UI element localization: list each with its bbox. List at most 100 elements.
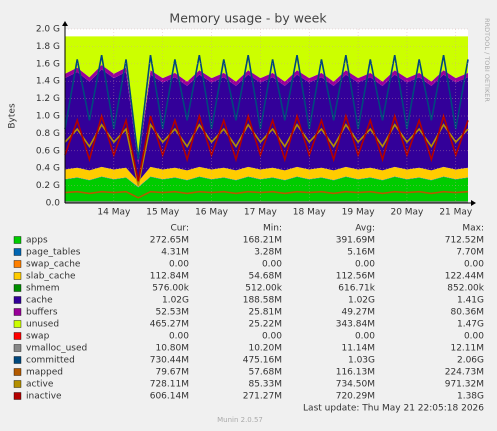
legend-value: 52.53M — [155, 308, 189, 318]
legend-value: 852.00k — [447, 284, 484, 294]
y-tick-label: 2.0 G — [36, 25, 60, 35]
legend-value: 0.00 — [262, 260, 282, 270]
legend-value: 188.58M — [243, 296, 282, 306]
legend-label: page_tables — [26, 248, 81, 258]
legend-value: 79.67M — [155, 368, 189, 378]
legend-swatch — [13, 308, 22, 316]
legend-value: 391.69M — [336, 236, 375, 246]
area — [65, 69, 468, 182]
legend-label: slab_cache — [26, 272, 76, 282]
x-tick-label: 18 May — [293, 208, 327, 218]
legend-value: 0.00 — [464, 260, 484, 270]
legend-value: 272.65M — [150, 236, 189, 246]
legend-value: 616.71k — [338, 284, 375, 294]
legend-label: inactive — [26, 392, 62, 402]
legend-value: 712.52M — [445, 236, 484, 246]
x-tick-label: 20 May — [390, 208, 424, 218]
legend-swatch — [13, 284, 22, 292]
legend-value: 271.27M — [243, 392, 282, 402]
legend-value: 720.29M — [336, 392, 375, 402]
legend-label: vmalloc_used — [26, 344, 87, 354]
legend-label: mapped — [26, 368, 63, 378]
legend-value: 734.50M — [336, 380, 375, 390]
legend-label: buffers — [26, 308, 58, 318]
legend-value: 80.36M — [450, 308, 484, 318]
legend-value: 1.03G — [348, 356, 375, 366]
footer: Munin 2.0.57 — [217, 416, 263, 424]
legend-value: 1.41G — [457, 296, 484, 306]
chart-title: Memory usage - by week — [169, 11, 327, 26]
legend-value: 168.21M — [243, 236, 282, 246]
line — [64, 190, 469, 199]
legend-swatch — [13, 248, 22, 256]
legend-value: 116.13M — [336, 368, 375, 378]
legend-header: Cur: — [170, 224, 189, 234]
area — [65, 176, 468, 203]
legend-value: 57.68M — [248, 368, 282, 378]
y-tick-label: 1.2 G — [36, 94, 60, 104]
line — [64, 54, 469, 160]
legend-value: 0.00 — [262, 332, 282, 342]
legend-value: 606.14M — [150, 392, 189, 402]
legend-value: 1.47G — [457, 320, 484, 330]
legend-swatch — [13, 356, 22, 364]
area — [65, 176, 468, 188]
x-tick-label: 21 May — [439, 208, 473, 218]
legend-value: 2.06G — [457, 356, 484, 366]
legend-value: 49.27M — [341, 308, 375, 318]
legend-label: cache — [26, 296, 53, 306]
x-tick-label: 16 May — [195, 208, 229, 218]
y-tick-label: 1.6 G — [36, 59, 60, 69]
legend-swatch — [13, 272, 22, 280]
legend-value: 475.16M — [243, 356, 282, 366]
legend-value: 10.80M — [155, 344, 189, 354]
legend-label: active — [26, 380, 54, 390]
y-tick-label: 0.0 — [46, 199, 61, 209]
legend-value: 224.73M — [445, 368, 484, 378]
legend-swatch — [13, 260, 22, 268]
legend-swatch — [13, 332, 22, 340]
legend-label: apps — [26, 236, 48, 246]
legend-value: 1.02G — [162, 296, 189, 306]
legend-swatch — [13, 236, 22, 244]
legend-value: 730.44M — [150, 356, 189, 366]
x-tick-label: 15 May — [146, 208, 180, 218]
y-tick-label: 0.2 G — [36, 181, 60, 191]
legend-value: 0.00 — [355, 332, 375, 342]
side-text: RRDTOOL / TOBI OETIKER — [483, 18, 491, 102]
legend-value: 971.32M — [445, 380, 484, 390]
legend-header: Min: — [263, 224, 282, 234]
legend-value: 7.70M — [456, 248, 484, 258]
legend-swatch — [13, 368, 22, 376]
legend-value: 112.56M — [336, 272, 375, 282]
legend-swatch — [13, 380, 22, 388]
x-tick-label: 19 May — [342, 208, 376, 218]
legend-value: 1.02G — [348, 296, 375, 306]
legend-value: 5.16M — [347, 248, 375, 258]
legend-value: 25.81M — [248, 308, 282, 318]
x-tick-label: 14 May — [97, 208, 131, 218]
legend-header: Max: — [462, 224, 484, 234]
y-tick-label: 1.4 G — [36, 77, 60, 87]
legend-value: 11.14M — [341, 344, 375, 354]
legend-value: 112.84M — [150, 272, 189, 282]
legend-value: 343.84M — [336, 320, 375, 330]
last-update: Last update: Thu May 21 22:05:18 2026 — [303, 404, 484, 414]
legend-swatch — [13, 320, 22, 328]
legend-value: 0.00 — [355, 260, 375, 270]
legend-value: 122.44M — [445, 272, 484, 282]
legend-label: unused — [26, 320, 59, 330]
legend-value: 85.33M — [248, 380, 282, 390]
x-tick-label: 17 May — [244, 208, 278, 218]
area — [65, 36, 468, 160]
legend-value: 10.20M — [248, 344, 282, 354]
legend-value: 0.00 — [169, 332, 189, 342]
legend-value: 4.31M — [161, 248, 189, 258]
legend-label: committed — [26, 356, 75, 366]
legend-value: 1.38G — [457, 392, 484, 402]
legend-label: shmem — [26, 284, 59, 294]
legend-label: swap_cache — [26, 260, 81, 270]
legend-value: 54.68M — [248, 272, 282, 282]
legend-swatch — [13, 392, 22, 400]
